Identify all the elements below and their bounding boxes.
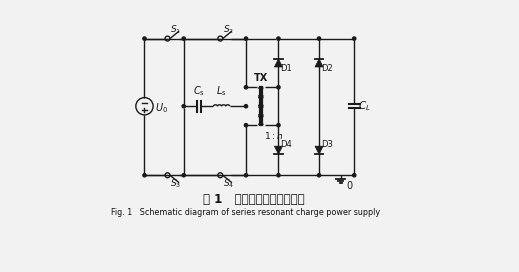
Polygon shape xyxy=(315,59,323,67)
Text: $S_1$: $S_1$ xyxy=(170,23,182,36)
Circle shape xyxy=(244,37,248,40)
Circle shape xyxy=(244,123,248,127)
Text: $S_3$: $S_3$ xyxy=(170,178,182,190)
Circle shape xyxy=(244,174,248,177)
Circle shape xyxy=(277,123,280,127)
Polygon shape xyxy=(315,146,323,154)
Polygon shape xyxy=(275,59,282,67)
Text: D1: D1 xyxy=(281,64,292,73)
Text: 图 1   串联谐振充电电路原理: 图 1 串联谐振充电电路原理 xyxy=(203,193,305,206)
Circle shape xyxy=(182,105,185,108)
Text: D3: D3 xyxy=(321,140,333,149)
Text: 0: 0 xyxy=(347,181,353,191)
Text: Fig. 1   Schematic diagram of series resonant charge power supply: Fig. 1 Schematic diagram of series reson… xyxy=(112,208,380,217)
Circle shape xyxy=(318,174,321,177)
Text: D2: D2 xyxy=(321,64,332,73)
Circle shape xyxy=(277,174,280,177)
Text: $S_4$: $S_4$ xyxy=(223,178,234,190)
Text: TX: TX xyxy=(254,73,268,83)
Circle shape xyxy=(352,37,356,40)
Circle shape xyxy=(182,37,185,40)
Circle shape xyxy=(244,86,248,89)
Text: $C_\mathrm{s}$: $C_\mathrm{s}$ xyxy=(193,84,204,98)
Circle shape xyxy=(277,37,280,40)
Circle shape xyxy=(143,174,146,177)
Text: $C_L$: $C_L$ xyxy=(358,99,371,113)
Circle shape xyxy=(143,37,146,40)
Circle shape xyxy=(182,174,185,177)
Text: $L_\mathrm{s}$: $L_\mathrm{s}$ xyxy=(216,84,227,98)
Text: $U_0$: $U_0$ xyxy=(155,101,168,115)
Text: $1: n$: $1: n$ xyxy=(264,130,283,141)
Polygon shape xyxy=(275,146,282,154)
Text: $S_2$: $S_2$ xyxy=(223,23,234,36)
Circle shape xyxy=(352,174,356,177)
Circle shape xyxy=(318,37,321,40)
Text: D4: D4 xyxy=(281,140,292,149)
Circle shape xyxy=(244,105,248,108)
Circle shape xyxy=(277,86,280,89)
